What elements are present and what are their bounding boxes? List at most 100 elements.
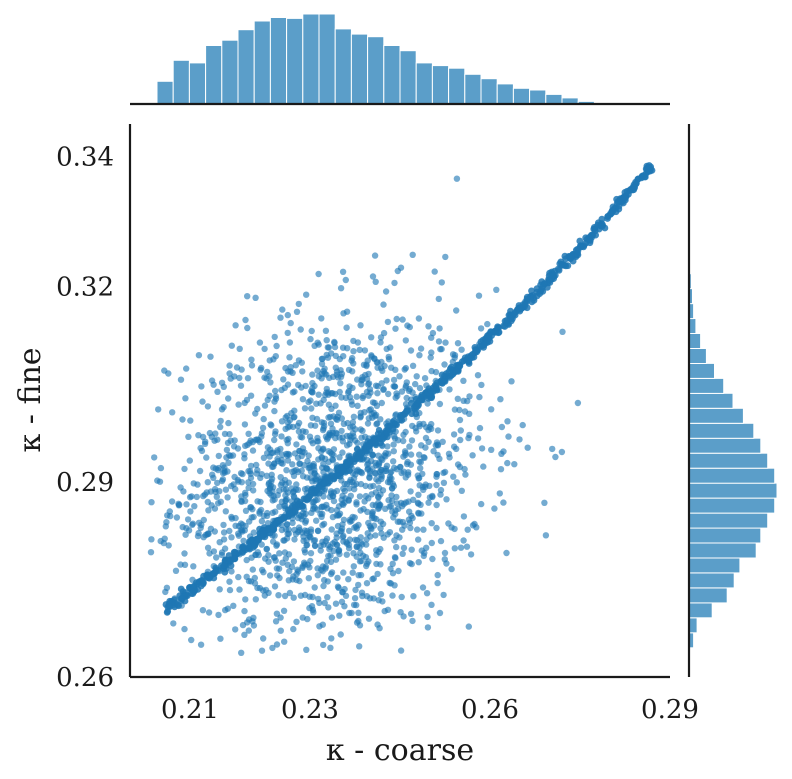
scatter-point (321, 422, 328, 430)
scatter-point (342, 276, 349, 284)
scatter-point (220, 529, 228, 536)
scatter-point (363, 562, 370, 570)
scatter-point (293, 618, 300, 625)
scatter-point (271, 583, 279, 590)
scatter-point (425, 426, 432, 434)
scatter-point (497, 466, 505, 473)
scatter-point (187, 508, 194, 515)
scatter-point (392, 394, 399, 401)
scatter-point (242, 507, 250, 514)
scatter-point (416, 423, 423, 430)
scatter-point (349, 429, 357, 437)
scatter-point (217, 635, 224, 642)
scatter-point (236, 345, 243, 352)
scatter-point (387, 580, 395, 587)
scatter-point (508, 378, 515, 385)
scatter-point (236, 374, 243, 382)
scatter-point (195, 529, 202, 537)
scatter-point (412, 380, 419, 388)
scatter-point (322, 433, 330, 440)
scatter-point (311, 584, 318, 591)
scatter-point (440, 469, 447, 477)
scatter-point (439, 438, 446, 445)
y-axis-label: κ - fine (13, 347, 48, 452)
scatter-point (193, 493, 200, 501)
scatter-point (231, 555, 239, 563)
scatter-point (310, 609, 317, 616)
right-hist-bar (688, 392, 734, 409)
scatter-point (357, 426, 364, 433)
scatter-point (265, 552, 272, 559)
scatter-point (280, 486, 287, 493)
scatter-point (353, 543, 360, 550)
scatter-point (293, 441, 300, 448)
scatter-point (408, 546, 415, 553)
scatter-point (497, 396, 504, 403)
scatter-point (346, 536, 354, 543)
scatter-point (320, 396, 327, 404)
scatter-point (367, 483, 374, 490)
scatter-point (484, 320, 491, 328)
scatter-point (423, 544, 430, 551)
scatter-point (438, 345, 445, 353)
y-tick-label: 0.32 (56, 273, 114, 303)
scatter-point (301, 405, 309, 412)
scatter-point (269, 509, 276, 516)
scatter-point (395, 567, 402, 575)
scatter-point (240, 537, 247, 544)
scatter-point (322, 538, 329, 545)
axes-spines (128, 102, 691, 679)
scatter-point (331, 339, 338, 347)
scatter-point (356, 346, 363, 354)
scatter-point (318, 454, 326, 462)
scatter-point (287, 368, 294, 375)
scatter-point (594, 221, 602, 229)
scatter-point (332, 556, 340, 563)
scatter-point (278, 456, 285, 464)
scatter-point (228, 342, 235, 349)
scatter-point (335, 546, 343, 554)
scatter-point (327, 420, 335, 427)
scatter-point (353, 619, 361, 626)
scatter-point (281, 384, 288, 392)
scatter-point (259, 424, 267, 432)
scatter-point (328, 405, 335, 412)
scatter-point (226, 431, 233, 438)
scatter-point (365, 519, 372, 527)
scatter-point (446, 454, 453, 461)
scatter-point (215, 452, 222, 460)
scatter-point (371, 252, 379, 259)
scatter-point (339, 466, 346, 474)
scatter-point (264, 444, 272, 451)
scatter-point (424, 613, 431, 621)
scatter-point (268, 449, 275, 457)
scatter-point (254, 584, 261, 592)
scatter-point (214, 479, 221, 487)
scatter-point (418, 391, 426, 399)
top-hist-bar (383, 45, 401, 105)
scatter-point (303, 646, 310, 653)
scatter-point (315, 484, 322, 492)
scatter-point (283, 521, 291, 528)
scatter-point (270, 525, 278, 533)
scatter-point (308, 327, 315, 335)
scatter-point (272, 618, 280, 625)
scatter-point (307, 488, 315, 496)
scatter-point (299, 614, 306, 621)
scatter-point (388, 468, 395, 475)
scatter-point (357, 534, 364, 541)
scatter-point (356, 643, 363, 650)
scatter-point (417, 345, 425, 352)
scatter-point (621, 189, 629, 196)
scatter-point (286, 339, 294, 346)
scatter-point (257, 498, 264, 506)
scatter-point (271, 431, 279, 438)
scatter-point (406, 323, 413, 331)
scatter-point (407, 461, 415, 468)
scatter-point (345, 388, 352, 395)
right-hist-bar (688, 602, 713, 619)
scatter-point (326, 493, 334, 501)
top-hist-bar (496, 83, 514, 105)
scatter-point (284, 329, 291, 337)
scatter-point (364, 420, 372, 427)
